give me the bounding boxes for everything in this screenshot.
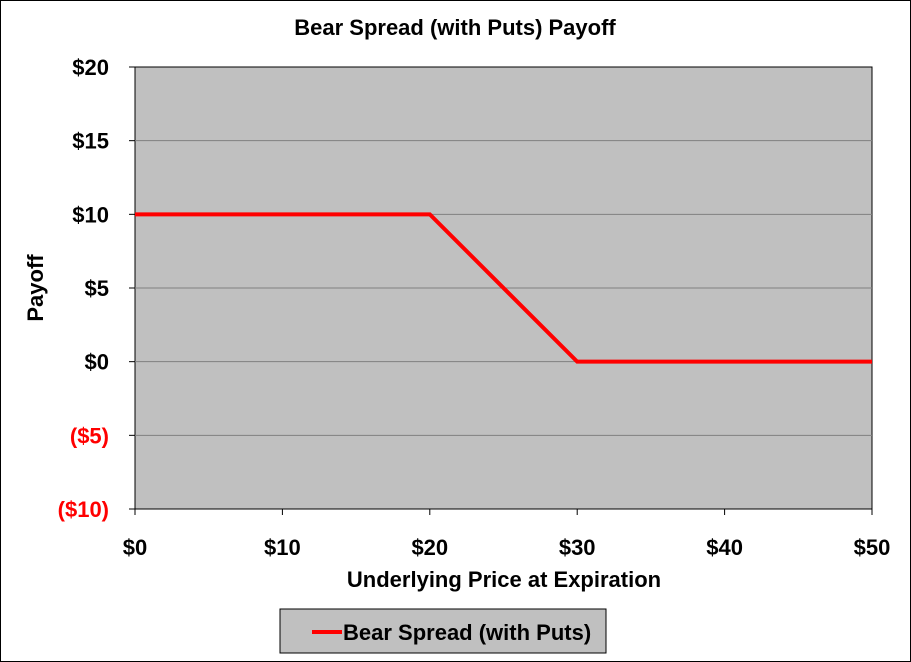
x-tick-label: $50: [854, 535, 891, 560]
legend: Bear Spread (with Puts): [279, 608, 607, 654]
axis-ticks: $20 $15 $10 $5 $0 ($5) ($10) $0 $10 $20 $30 $40 $50: [58, 55, 891, 560]
legend-label-bear-spread: Bear Spread (with Puts): [343, 620, 591, 645]
y-tick-label: $15: [72, 129, 109, 154]
series-line-bear-spread: [135, 212, 872, 364]
y-tick-label: $5: [85, 276, 109, 301]
x-tick-label: $10: [264, 535, 301, 560]
x-tick-label: $30: [559, 535, 596, 560]
x-tick-label: $20: [411, 535, 448, 560]
x-tick-label: $40: [706, 535, 743, 560]
chart-title: Bear Spread (with Puts) Payoff: [294, 15, 616, 40]
x-axis-title: Underlying Price at Expiration: [347, 567, 661, 592]
y-tick-label: ($10): [58, 497, 109, 522]
y-tick-label: $20: [72, 55, 109, 80]
series-layer: [135, 212, 872, 364]
y-tick-label: $10: [72, 202, 109, 227]
y-tick-label: $0: [85, 350, 109, 375]
x-tick-label: $0: [123, 535, 147, 560]
y-tick-label: ($5): [70, 423, 109, 448]
y-axis-title: Payoff: [23, 254, 48, 322]
